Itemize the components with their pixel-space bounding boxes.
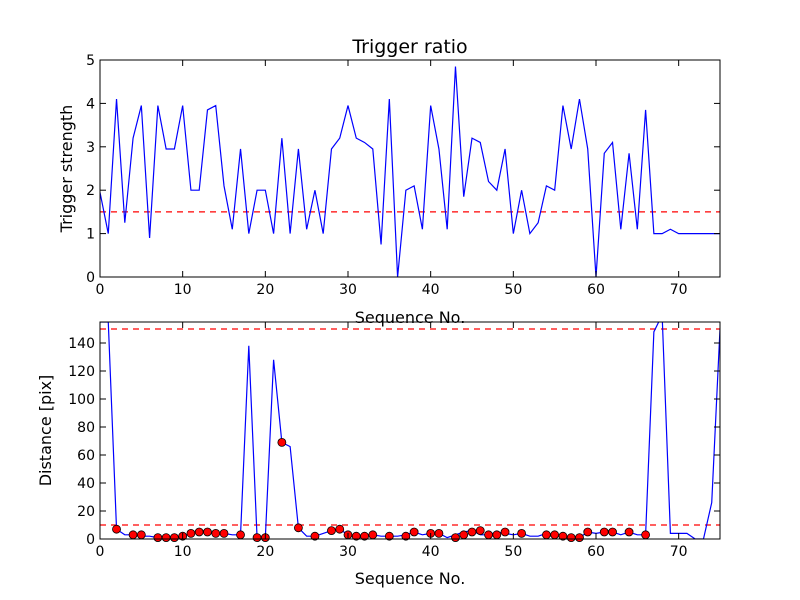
y-tick-label: 60 <box>77 448 95 464</box>
x-tick-label: 10 <box>174 544 192 560</box>
data-point <box>451 533 460 542</box>
x-axis-label: Sequence No. <box>355 569 466 588</box>
x-tick-label: 10 <box>174 282 192 298</box>
x-tick-label: 70 <box>670 544 688 560</box>
y-axis-label: Distance [pix] <box>36 375 55 487</box>
data-point <box>219 529 229 538</box>
y-tick-label: 2 <box>86 183 95 199</box>
data-point <box>467 527 477 537</box>
y-tick-label: 3 <box>86 140 95 156</box>
data-point <box>641 530 650 540</box>
x-tick-label: 30 <box>339 544 357 560</box>
x-tick-label: 40 <box>422 282 440 298</box>
data-point <box>500 527 510 537</box>
y-tick-label: 0 <box>86 270 95 286</box>
x-tick-label: 50 <box>504 544 522 560</box>
y-tick-label: 20 <box>77 504 95 520</box>
data-point <box>475 526 485 535</box>
data-point <box>484 530 493 540</box>
x-tick-label: 50 <box>504 282 522 298</box>
y-axis-label: Trigger strength <box>57 105 76 234</box>
data-point <box>566 533 576 542</box>
data-point <box>542 530 551 540</box>
data-point <box>161 533 171 542</box>
distance-panel: 0 10 20 30 40 50 60 70 0 20 40 60 80 100 120 140 Distan… <box>36 321 721 588</box>
x-tick-label: 0 <box>96 544 105 560</box>
data-point <box>558 531 568 541</box>
x-tick-label: 20 <box>256 282 274 298</box>
chart-title: Trigger ratio <box>351 36 467 58</box>
data-point <box>327 526 336 535</box>
data-point <box>277 437 287 447</box>
data-point <box>112 524 121 534</box>
x-tick-label: 70 <box>670 282 688 298</box>
series-line <box>100 322 720 539</box>
axes-frame <box>99 321 721 540</box>
y-tick-label: 0 <box>86 532 95 548</box>
data-point <box>401 531 411 541</box>
data-point <box>624 527 634 537</box>
data-point <box>368 530 378 540</box>
data-point <box>236 530 245 540</box>
x-tick-label: 30 <box>339 282 357 298</box>
data-point <box>434 529 444 538</box>
data-point <box>409 527 419 537</box>
y-tick-label: 140 <box>68 336 95 352</box>
y-tick-label: 80 <box>77 420 95 436</box>
trigger-ratio-panel: Trigger ratio 0 10 20 30 40 50 60 70 0 1 2 3 4 5 Trig… <box>57 36 721 327</box>
data-point <box>583 527 593 537</box>
y-tick-label: 100 <box>68 392 95 408</box>
x-tick-label: 60 <box>587 282 605 298</box>
data-point <box>310 531 320 541</box>
data-point <box>252 533 262 542</box>
series-line <box>100 66 720 277</box>
y-tick-label: 1 <box>86 227 95 243</box>
data-point <box>169 533 179 542</box>
data-point <box>128 530 138 540</box>
data-point <box>136 530 146 540</box>
data-point <box>153 533 163 542</box>
y-tick-label: 120 <box>68 364 95 380</box>
y-tick-label: 40 <box>77 476 95 492</box>
data-point <box>599 527 609 537</box>
x-tick-label: 60 <box>587 544 605 560</box>
x-axis-label: Sequence No. <box>355 308 466 327</box>
y-tick-label: 5 <box>86 53 95 69</box>
data-point <box>360 531 369 541</box>
axes-frame <box>99 59 721 278</box>
data-point <box>335 524 345 534</box>
data-point <box>194 527 204 537</box>
data-point <box>211 529 221 538</box>
data-point <box>186 529 196 538</box>
data-point <box>492 530 502 540</box>
x-tick-label: 0 <box>96 282 105 298</box>
data-point <box>203 527 212 537</box>
x-tick-label: 20 <box>256 544 274 560</box>
data-point <box>293 523 303 533</box>
x-tick-label: 40 <box>422 544 440 560</box>
data-point <box>575 533 584 542</box>
data-point <box>550 530 560 540</box>
data-point <box>608 527 617 537</box>
y-tick-label: 4 <box>86 96 95 112</box>
data-point <box>459 530 469 540</box>
data-point <box>517 529 526 538</box>
data-point <box>384 531 394 541</box>
